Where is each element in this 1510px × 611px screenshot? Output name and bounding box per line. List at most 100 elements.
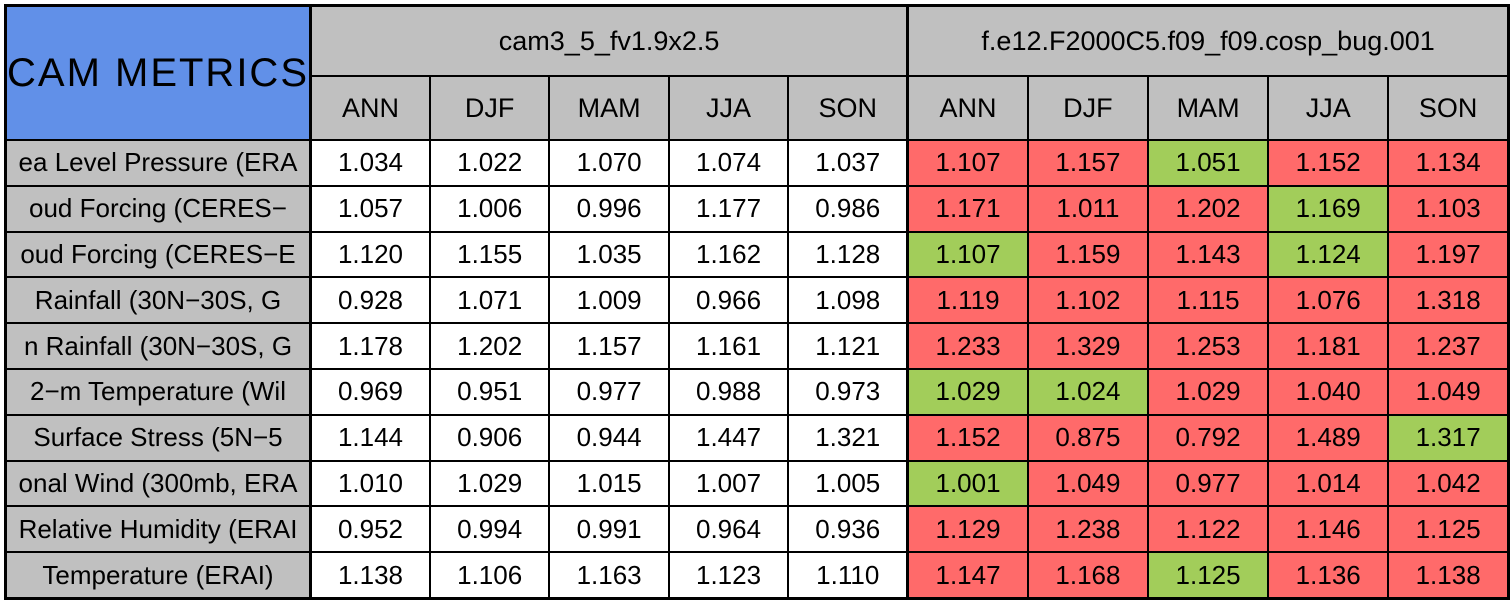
model2-value-cell: 1.489 [1267, 413, 1390, 462]
season-header: DJF [428, 75, 551, 141]
model1-value-cell: 0.994 [428, 505, 551, 554]
model1-value-cell: 1.177 [667, 184, 790, 233]
model2-group-header: f.e12.F2000C5.f09_f09.cosp_bug.001 [906, 4, 1510, 77]
metrics-table-body: ea Level Pressure (ERA 1.034 1.022 1.070 1.0… [4, 139, 1510, 600]
model1-value-cell: 0.951 [428, 367, 551, 416]
model2-value-cell: 1.029 [1146, 367, 1270, 416]
model2-value-cell: 1.001 [906, 459, 1029, 508]
model2-value-cell: 1.147 [906, 551, 1029, 600]
model2-value-cell: 1.146 [1267, 505, 1390, 554]
model2-value-cell: 1.134 [1387, 139, 1510, 187]
model1-value-cell: 1.005 [787, 459, 909, 508]
model2-value-cell: 1.011 [1026, 184, 1150, 233]
metric-row: 2−m Temperature (Wil 0.969 0.951 0.977 0.988… [4, 367, 1510, 416]
metric-row-label: Surface Stress (5N−5 [4, 413, 312, 462]
season-header: MAM [1146, 75, 1270, 141]
model1-value-cell: 1.034 [308, 139, 431, 187]
model1-value-cell: 0.944 [548, 413, 670, 462]
model2-value-cell: 1.029 [906, 367, 1029, 416]
model1-value-cell: 1.138 [308, 551, 431, 600]
model2-value-cell: 1.076 [1267, 276, 1390, 325]
model2-value-cell: 1.168 [1026, 551, 1150, 600]
model1-value-cell: 1.098 [787, 276, 909, 325]
season-header-row: ANN DJF MAM JJA SON ANN DJF MAM JJA SON [6, 75, 1510, 141]
model2-value-cell: 1.103 [1387, 184, 1510, 233]
model2-value-cell: 1.329 [1026, 322, 1150, 370]
cam-metrics-table: CAM METRICS cam3_5_fv1.9x2.5 f.e12.F2000… [4, 4, 1510, 600]
model1-value-cell: 1.155 [428, 230, 551, 279]
metric-row-label: n Rainfall (30N−30S, G [4, 322, 312, 370]
model2-value-cell: 1.253 [1146, 322, 1270, 370]
metric-row-label: oud Forcing (CERES−E [4, 230, 312, 279]
model2-value-cell: 1.122 [1146, 505, 1270, 554]
model1-value-cell: 0.986 [787, 184, 909, 233]
model1-value-cell: 1.006 [428, 184, 551, 233]
model1-value-cell: 1.163 [548, 551, 670, 600]
model1-value-cell: 1.007 [667, 459, 790, 508]
metric-row-label: Temperature (ERAI) [4, 551, 312, 600]
model2-value-cell: 1.107 [906, 230, 1029, 279]
metric-row: oud Forcing (CERES− 1.057 1.006 0.996 1.177 0… [4, 184, 1510, 233]
model1-value-cell: 1.071 [428, 276, 551, 325]
model2-value-cell: 1.136 [1267, 551, 1390, 600]
model1-value-cell: 1.321 [787, 413, 909, 462]
season-header: ANN [906, 75, 1029, 141]
model1-value-cell: 0.977 [548, 367, 670, 416]
model1-value-cell: 1.070 [548, 139, 670, 187]
model2-value-cell: 1.124 [1267, 230, 1390, 279]
model2-value-cell: 1.040 [1267, 367, 1390, 416]
model1-value-cell: 0.906 [428, 413, 551, 462]
season-header: ANN [308, 75, 431, 141]
model1-value-cell: 1.057 [308, 184, 431, 233]
model1-value-cell: 1.035 [548, 230, 670, 279]
model2-value-cell: 1.181 [1267, 322, 1390, 370]
metric-row: oud Forcing (CERES−E 1.120 1.155 1.035 1.162… [4, 230, 1510, 279]
model2-value-cell: 1.317 [1387, 413, 1510, 462]
model1-value-cell: 1.178 [308, 322, 431, 370]
model2-value-cell: 1.102 [1026, 276, 1150, 325]
metric-row-label: Relative Humidity (ERAI [4, 505, 312, 554]
model2-value-cell: 1.238 [1026, 505, 1150, 554]
model2-value-cell: 0.977 [1146, 459, 1270, 508]
model1-value-cell: 0.952 [308, 505, 431, 554]
model2-value-cell: 1.129 [906, 505, 1029, 554]
model1-value-cell: 1.022 [428, 139, 551, 187]
model1-value-cell: 0.964 [667, 505, 790, 554]
model2-value-cell: 0.792 [1146, 413, 1270, 462]
model2-value-cell: 1.233 [906, 322, 1029, 370]
model1-value-cell: 1.029 [428, 459, 551, 508]
metric-row-label: 2−m Temperature (Wil [4, 367, 312, 416]
model1-value-cell: 1.121 [787, 322, 909, 370]
model1-value-cell: 1.010 [308, 459, 431, 508]
model2-value-cell: 1.125 [1146, 551, 1270, 600]
model2-value-cell: 1.171 [906, 184, 1029, 233]
season-header: DJF [1026, 75, 1150, 141]
model1-value-cell: 0.991 [548, 505, 670, 554]
table-title: CAM METRICS [4, 4, 312, 141]
model1-group-header: cam3_5_fv1.9x2.5 [308, 4, 909, 77]
model1-value-cell: 1.015 [548, 459, 670, 508]
season-header: SON [787, 75, 909, 141]
model2-value-cell: 1.152 [1267, 139, 1390, 187]
metric-row-label: onal Wind (300mb, ERA [4, 459, 312, 508]
model2-value-cell: 1.157 [1026, 139, 1150, 187]
model2-value-cell: 1.125 [1387, 505, 1510, 554]
model1-value-cell: 1.009 [548, 276, 670, 325]
model1-value-cell: 1.202 [428, 322, 551, 370]
model1-value-cell: 1.162 [667, 230, 790, 279]
season-header: SON [1387, 75, 1510, 141]
model2-value-cell: 1.049 [1387, 367, 1510, 416]
metric-row-label: Rainfall (30N−30S, G [4, 276, 312, 325]
metric-row: n Rainfall (30N−30S, G 1.178 1.202 1.157 1.1… [4, 322, 1510, 370]
season-header: MAM [548, 75, 670, 141]
model2-value-cell: 1.024 [1026, 367, 1150, 416]
model2-value-cell: 1.318 [1387, 276, 1510, 325]
model2-value-cell: 1.159 [1026, 230, 1150, 279]
metric-row: Surface Stress (5N−5 1.144 0.906 0.944 1.447… [4, 413, 1510, 462]
model2-value-cell: 1.119 [906, 276, 1029, 325]
model1-value-cell: 1.120 [308, 230, 431, 279]
metric-row: Rainfall (30N−30S, G 0.928 1.071 1.009 0.966… [4, 276, 1510, 325]
model1-value-cell: 0.966 [667, 276, 790, 325]
model2-value-cell: 1.014 [1267, 459, 1390, 508]
